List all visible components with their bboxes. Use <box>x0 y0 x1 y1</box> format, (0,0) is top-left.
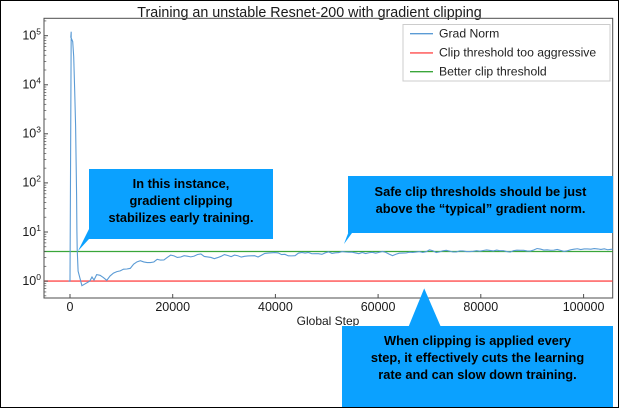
svg-text:104: 104 <box>22 76 41 92</box>
svg-text:102: 102 <box>22 174 41 190</box>
svg-text:20000: 20000 <box>155 300 190 314</box>
svg-text:Clip threshold too aggressive: Clip threshold too aggressive <box>439 46 596 60</box>
svg-text:105: 105 <box>22 27 41 43</box>
svg-text:80000: 80000 <box>463 300 498 314</box>
svg-text:103: 103 <box>22 125 41 141</box>
svg-text:Grad Norm: Grad Norm <box>439 27 499 41</box>
svg-text:Better clip threshold: Better clip threshold <box>439 65 547 79</box>
svg-text:40000: 40000 <box>258 300 293 314</box>
svg-text:101: 101 <box>22 223 41 239</box>
svg-text:0: 0 <box>67 300 74 314</box>
svg-text:100000: 100000 <box>563 300 605 314</box>
svg-text:100: 100 <box>22 272 41 288</box>
svg-text:60000: 60000 <box>361 300 396 314</box>
